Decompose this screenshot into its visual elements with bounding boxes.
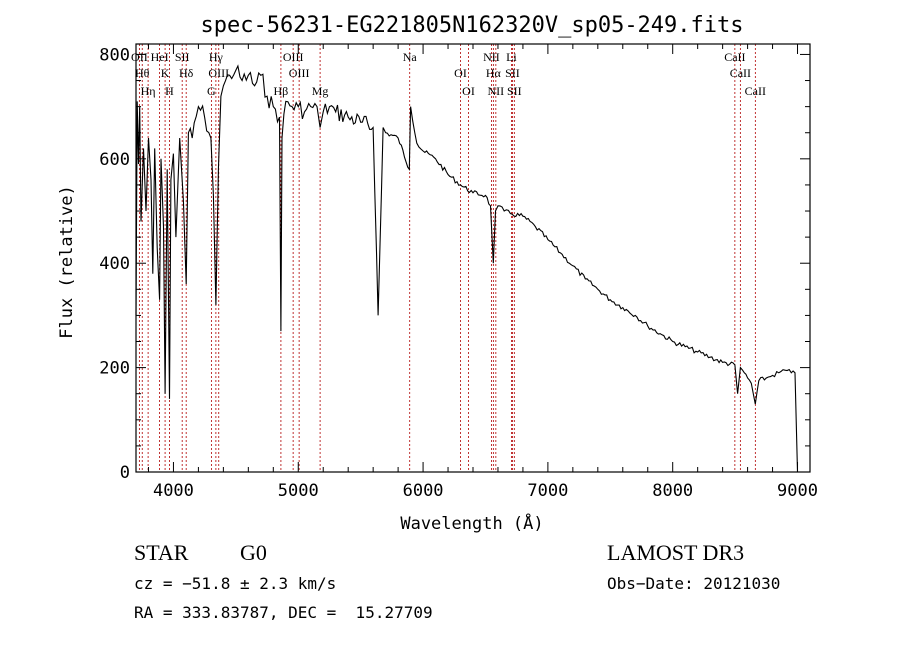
object-subclass: G0 <box>240 540 267 565</box>
observation-date: Obs−Date: 20121030 <box>607 574 781 593</box>
line-label: CaII <box>724 50 745 64</box>
coordinates: RA = 333.83787, DEC = 15.27709 <box>134 603 433 622</box>
y-tick-label: 800 <box>99 45 130 65</box>
line-label: OI <box>462 84 475 98</box>
y-axis-label: Flux (relative) <box>57 185 77 339</box>
line-label: H <box>165 84 174 98</box>
line-label: SII <box>505 66 520 80</box>
line-label: CaII <box>730 66 751 80</box>
line-label: OIII <box>208 66 229 80</box>
line-label: Hα <box>486 66 502 80</box>
emission-line-markers <box>138 44 756 472</box>
y-tick-label: 400 <box>99 254 130 274</box>
object-class: STAR <box>134 540 189 565</box>
line-label: G <box>207 84 216 98</box>
x-tick-label: 9000 <box>777 481 818 501</box>
line-label: Hδ <box>179 66 194 80</box>
line-label: Hθ <box>135 66 150 80</box>
line-label: OIII <box>289 66 310 80</box>
line-label: Li <box>506 50 517 64</box>
y-tick-label: 200 <box>99 359 130 379</box>
chart-title: spec-56231-EG221805N162320V_sp05-249.fit… <box>200 13 743 38</box>
x-tick-label: 6000 <box>403 481 444 501</box>
line-label: Na <box>403 50 418 64</box>
line-label: OI <box>454 66 467 80</box>
x-tick-label: 5000 <box>278 481 319 501</box>
y-axis: 0 200 400 600 800 <box>99 45 810 483</box>
x-tick-label: 8000 <box>652 481 693 501</box>
line-label: Mg <box>312 84 329 98</box>
line-label: NII <box>483 50 500 64</box>
x-tick-label: 4000 <box>153 481 194 501</box>
redshift-value: cz = −51.8 ± 2.3 km/s <box>134 574 337 593</box>
y-tick-label: 600 <box>99 150 130 170</box>
line-label: NII <box>488 84 505 98</box>
spectrum-line <box>135 64 799 473</box>
line-label: OIII <box>283 50 304 64</box>
line-label: Hγ <box>209 50 224 64</box>
line-label: CaII <box>745 84 766 98</box>
line-label: OII <box>131 50 148 64</box>
line-label: Hη <box>141 84 156 98</box>
emission-line-labels: OIIHθHηHeIKHSIIHδGHγOIIIHβOIIIOIIIMgNaOI… <box>131 50 766 98</box>
survey-name: LAMOST DR3 <box>607 540 745 565</box>
y-tick-label: 0 <box>120 463 130 483</box>
spectrum-chart: OIIHθHηHeIKHSIIHδGHγOIIIHβOIIIOIIIMgNaOI… <box>57 13 818 534</box>
x-axis-label: Wavelength (Å) <box>400 512 543 534</box>
line-label: K <box>161 66 170 80</box>
x-axis: 4000 5000 6000 7000 8000 9000 <box>147 44 818 501</box>
line-label: HeI <box>151 50 169 64</box>
x-tick-label: 7000 <box>527 481 568 501</box>
line-label: SII <box>175 50 190 64</box>
line-label: SII <box>507 84 522 98</box>
line-label: Hβ <box>274 84 289 98</box>
plot-frame <box>135 43 811 473</box>
